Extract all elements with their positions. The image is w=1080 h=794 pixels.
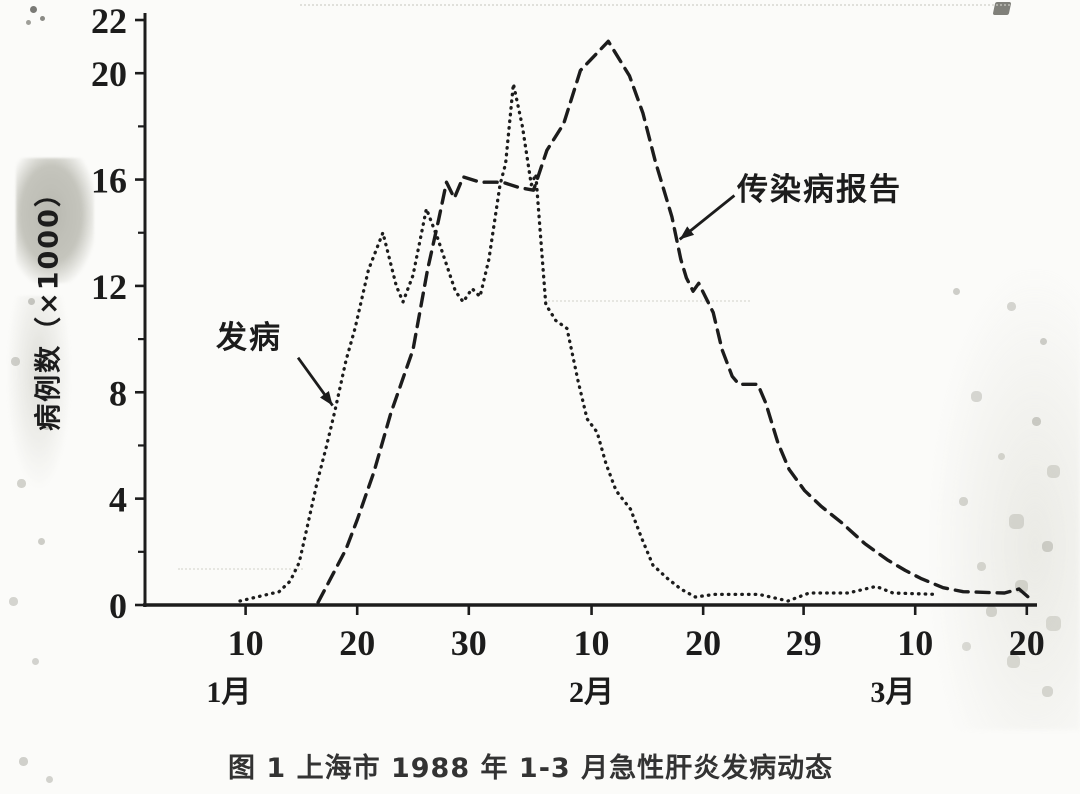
report-curve: [316, 39, 1034, 604]
y-tick-label: 20: [91, 54, 127, 94]
month-label: 3月: [870, 676, 915, 709]
y-tick-label: 16: [91, 161, 127, 201]
month-label: 1月: [206, 676, 251, 709]
x-tick-label: 20: [1009, 623, 1045, 663]
x-tick-label: 10: [574, 623, 610, 663]
annotation-arrowhead-1: [679, 226, 695, 240]
figure-caption: 图 1 上海市 1988 年 1-3 月急性肝炎发病动态: [228, 753, 834, 784]
onset-curve: [238, 82, 940, 603]
x-tick-label: 10: [897, 623, 933, 663]
month-label: 2月: [569, 676, 614, 709]
annotation-arrowhead-0: [319, 391, 333, 406]
y-tick-label: 8: [109, 373, 127, 413]
x-tick-label: 20: [685, 623, 721, 663]
y-tick-label: 22: [91, 1, 127, 41]
y-tick-label: 12: [91, 267, 127, 307]
x-tick-label: 20: [339, 623, 375, 663]
x-tick-label: 29: [786, 623, 822, 663]
x-tick-label: 30: [451, 623, 487, 663]
y-axis-title: 病例数（×1000）: [33, 178, 65, 431]
y-tick-label: 4: [109, 480, 127, 520]
annotation-report-label: 传染病报告: [737, 172, 902, 208]
y-tick-label: 0: [109, 586, 127, 626]
annotation-onset-label: 发病: [216, 320, 282, 356]
x-tick-label: 10: [228, 623, 264, 663]
